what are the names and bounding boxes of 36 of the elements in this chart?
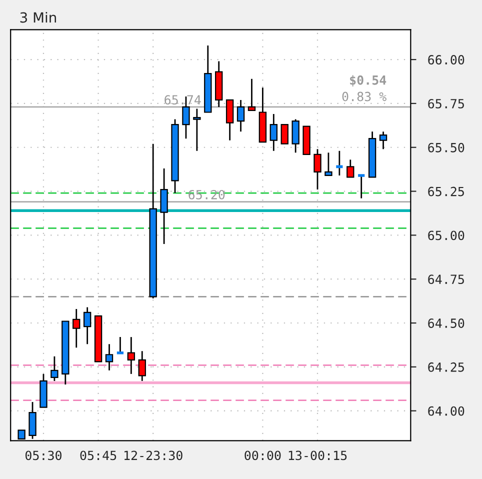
candlestick bbox=[280, 124, 288, 144]
candlestick bbox=[248, 78, 256, 112]
y-tick-label: 64.00 bbox=[428, 406, 464, 416]
candlestick bbox=[72, 308, 80, 348]
y-tick-label: 65.50 bbox=[428, 142, 464, 152]
candlestick bbox=[116, 336, 125, 354]
y-tick-label: 64.25 bbox=[428, 362, 464, 372]
y-tick-label: 64.75 bbox=[428, 274, 464, 284]
candlestick bbox=[127, 336, 136, 375]
y-tick-label: 66.00 bbox=[428, 55, 464, 65]
annotation: $0.54 bbox=[350, 75, 386, 86]
candlestick bbox=[138, 350, 146, 382]
x-tick-label: 12-23:30 bbox=[124, 450, 182, 460]
candlestick bbox=[160, 168, 168, 245]
x-tick-label: 05:30 bbox=[25, 450, 62, 460]
candlestick bbox=[83, 306, 92, 345]
y-tick-label: 65.25 bbox=[428, 186, 464, 196]
x-tick-label: 00:00 bbox=[244, 450, 281, 460]
candlestick bbox=[292, 118, 300, 154]
chart-title: 3 Min bbox=[20, 12, 56, 23]
candlestick bbox=[105, 343, 114, 372]
y-tick-label: 65.00 bbox=[428, 230, 464, 240]
x-tick-label: 13-00:15 bbox=[288, 450, 347, 460]
y-tick-label: 64.50 bbox=[428, 318, 464, 328]
candlestick bbox=[193, 108, 201, 152]
candlestick bbox=[379, 130, 388, 150]
candlestick bbox=[324, 152, 332, 176]
candlestick bbox=[270, 113, 278, 152]
candlestick bbox=[236, 99, 245, 132]
x-tick-label: 05:45 bbox=[80, 450, 116, 460]
candlestick bbox=[226, 99, 234, 142]
y-tick-label: 65.75 bbox=[428, 98, 464, 108]
annotation: 0.83 % bbox=[342, 92, 386, 102]
candlestick bbox=[50, 356, 58, 382]
candlestick bbox=[314, 148, 322, 190]
candlestick bbox=[346, 158, 354, 178]
